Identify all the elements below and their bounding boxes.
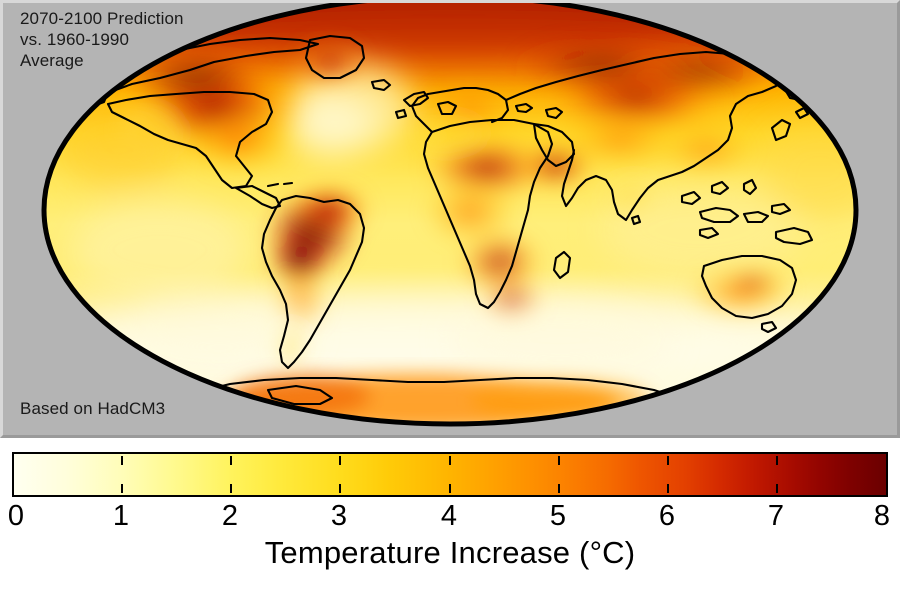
temperature-field [44, 0, 856, 424]
colorbar-tick-3-bottom [339, 484, 341, 493]
colorbar-label-4: 4 [440, 500, 458, 532]
colorbar-label-7: 7 [767, 500, 785, 532]
colorbar-title: Temperature Increase (°C) [264, 535, 636, 570]
colorbar-tick-2-top [230, 456, 232, 465]
colorbar-tick-1-top [121, 456, 123, 465]
colorbar-tick-6-top [667, 456, 669, 465]
colorbar-tick-1-bottom [121, 484, 123, 493]
colorbar-label-6: 6 [658, 500, 676, 532]
colorbar-tick-5-top [558, 456, 560, 465]
colorbar-label-3: 3 [330, 500, 348, 532]
colorbar-tick-7-top [776, 456, 778, 465]
colorbar-tick-4-bottom [449, 484, 451, 493]
globe-outline [41, 0, 859, 427]
colorbar-label-0: 0 [7, 500, 25, 532]
colorbar-label-2: 2 [221, 500, 239, 532]
map-source-annotation: Based on HadCM3 [20, 399, 166, 418]
colorbar-tick-7-bottom [776, 484, 778, 493]
map-panel: 2070-2100 Prediction vs. 1960-1990 Avera… [0, 0, 900, 438]
colorbar-tick-4-top [449, 456, 451, 465]
colorbar-tick-6-bottom [667, 484, 669, 493]
map-title-annotation: 2070-2100 Prediction vs. 1960-1990 Avera… [20, 9, 184, 70]
colorbar [12, 452, 888, 497]
colorbar-label-8: 8 [873, 500, 891, 532]
colorbar-tick-2-bottom [230, 484, 232, 493]
colorbar-label-5: 5 [549, 500, 567, 532]
colorbar-tick-5-bottom [558, 484, 560, 493]
ocean-variation [60, 110, 856, 376]
colorbar-gradient [12, 452, 888, 497]
colorbar-label-1: 1 [112, 500, 130, 532]
colorbar-tick-3-top [339, 456, 341, 465]
world-temperature-map [41, 0, 859, 427]
